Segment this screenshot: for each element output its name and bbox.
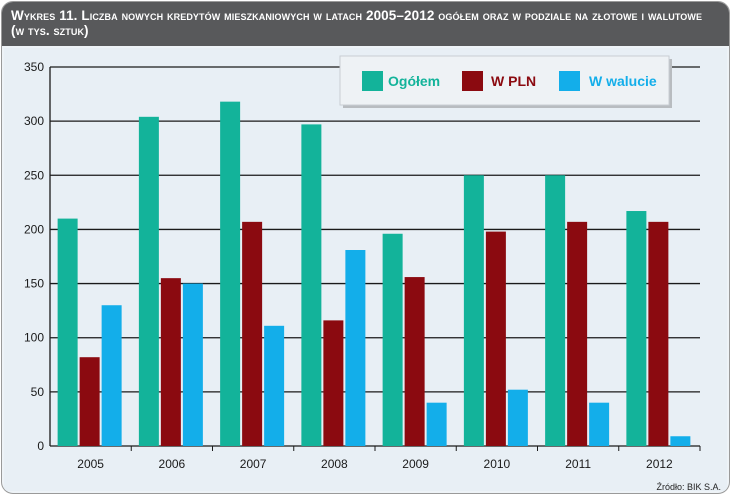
y-tick-label-350: 350 [24, 60, 44, 74]
x-tick-label-2008: 2008 [321, 457, 348, 471]
bar-ogolem-2012 [626, 211, 647, 446]
bar-walut-2007 [264, 325, 285, 446]
legend-box [339, 55, 670, 106]
x-tick-label-2005: 2005 [77, 457, 104, 471]
legend-label-pln: W PLN [491, 73, 536, 89]
source-note: Źródło: BIK S.A. [656, 482, 721, 492]
x-tick-label-2009: 2009 [402, 457, 429, 471]
bar-walut-2005 [101, 305, 122, 446]
bar-ogolem-2011 [545, 175, 566, 447]
y-tick-label-150: 150 [24, 277, 44, 291]
legend-swatch-ogolem [362, 71, 383, 91]
bar-walut-2010 [507, 389, 528, 446]
bar-pln-2011 [567, 221, 588, 446]
bar-pln-2005 [79, 357, 100, 446]
y-tick-label-250: 250 [24, 168, 44, 182]
bar-ogolem-2005 [57, 218, 78, 446]
legend-swatch-pln [462, 71, 483, 91]
bar-pln-2010 [485, 231, 506, 446]
legend-label-ogolem: Ogółem [388, 73, 440, 89]
x-tick-label-2012: 2012 [646, 457, 673, 471]
bar-pln-2008 [323, 320, 344, 446]
y-tick-label-100: 100 [24, 331, 44, 345]
y-tick-label-200: 200 [24, 222, 44, 236]
title-bar: Wykres 11. Liczba nowych kredytów mieszk… [2, 2, 729, 46]
bar-ogolem-2008 [301, 124, 322, 447]
x-tick-label-2011: 2011 [565, 457, 591, 471]
bar-walut-2006 [182, 283, 203, 446]
bar-ogolem-2010 [463, 175, 484, 447]
bar-walut-2008 [345, 250, 366, 446]
legend-label-walut: W walucie [589, 73, 657, 89]
legend-swatch-walut [559, 71, 580, 91]
x-tick-label-2006: 2006 [159, 457, 186, 471]
y-tick-label-300: 300 [24, 114, 44, 128]
bar-pln-2012 [648, 221, 669, 446]
bar-walut-2009 [426, 402, 447, 446]
bar-walut-2011 [589, 402, 610, 446]
chart-title: Wykres 11. Liczba nowych kredytów mieszk… [11, 8, 703, 38]
bar-walut-2012 [670, 436, 691, 446]
x-tick-label-2010: 2010 [484, 457, 511, 471]
bar-ogolem-2007 [220, 101, 241, 446]
bar-pln-2006 [160, 278, 181, 446]
bar-ogolem-2006 [138, 116, 159, 446]
y-tick-label-50: 50 [31, 385, 45, 399]
bar-pln-2009 [404, 277, 425, 446]
bar-ogolem-2009 [382, 233, 403, 446]
bar-pln-2007 [242, 221, 263, 446]
y-tick-label-0: 0 [37, 439, 44, 453]
x-tick-label-2007: 2007 [240, 457, 267, 471]
